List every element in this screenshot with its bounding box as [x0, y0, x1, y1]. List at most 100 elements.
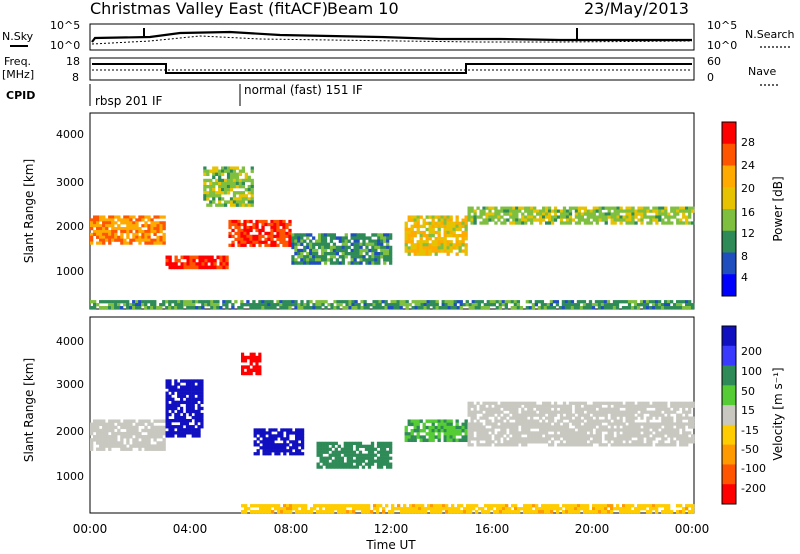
velocity-cell [129, 425, 133, 430]
velocity-cell [153, 425, 157, 430]
velocity-cell [141, 419, 145, 423]
velocity-cell [509, 404, 513, 408]
velocity-cell [661, 437, 665, 441]
power-cell [378, 300, 382, 304]
velocity-cell [165, 415, 169, 420]
power-cell [223, 169, 228, 173]
velocity-cell [496, 504, 500, 508]
velocity-cell [658, 404, 662, 408]
velocity-cell [485, 437, 489, 441]
velocity-cell [449, 435, 453, 439]
velocity-cell [144, 441, 148, 445]
velocity-cell [577, 431, 582, 435]
power-cell [215, 203, 219, 207]
velocity-cell [469, 504, 473, 508]
power-cell [153, 238, 157, 242]
velocity-cell [667, 431, 671, 435]
velocity-cell [506, 422, 510, 426]
power-cell [461, 240, 465, 244]
velocity-cell [385, 450, 390, 454]
power-cell [368, 248, 372, 253]
velocity-cell [542, 431, 546, 435]
velocity-cell [661, 404, 665, 408]
velocity-cell [367, 510, 371, 514]
velocity-cell [319, 507, 323, 511]
power-cell [425, 243, 429, 247]
velocity-cell [297, 443, 302, 447]
power-cell [375, 306, 379, 310]
velocity-cell [622, 422, 626, 426]
power-cell [423, 306, 427, 310]
power-cell [465, 300, 469, 304]
velocity-cell [509, 425, 513, 429]
velocity-cell [520, 507, 524, 511]
power-cell [636, 306, 641, 310]
velocity-cell [102, 431, 106, 436]
velocity-cell [289, 449, 293, 453]
velocity-cell [361, 507, 365, 511]
velocity-cell [297, 437, 302, 441]
velocity-cell [385, 444, 390, 448]
velocity-cell [126, 419, 130, 423]
velocity-cell [497, 419, 501, 423]
velocity-cell [135, 428, 139, 433]
velocity-cell [268, 449, 272, 453]
power-cell [318, 306, 322, 310]
velocity-cell [667, 443, 671, 447]
velocity-cell [419, 429, 423, 433]
power-cell [332, 255, 337, 259]
velocity-cell [527, 422, 531, 426]
power-cell [276, 219, 280, 224]
power-cell [645, 306, 650, 310]
power-cell [99, 238, 103, 242]
velocity-cell [580, 407, 585, 411]
power-cell [461, 249, 465, 253]
velocity-cell [385, 459, 390, 463]
velocity-cell [485, 401, 489, 405]
freq-label-2: [MHz] [2, 68, 34, 81]
power-cell [549, 300, 554, 304]
velocity-cell [249, 362, 253, 366]
power-cell [559, 209, 564, 213]
velocity-cell [503, 431, 507, 435]
velocity-cell [583, 413, 588, 417]
power-cell [640, 212, 644, 216]
velocity-cell [574, 437, 579, 441]
velocity-cell [610, 422, 614, 426]
power-cell [410, 246, 414, 250]
velocity-cell [685, 431, 689, 435]
power-cell [542, 206, 546, 210]
velocity-cell [518, 404, 522, 408]
power-cell [162, 221, 166, 225]
power-cell [232, 194, 237, 198]
power-cell [114, 227, 118, 231]
power-cell [180, 262, 184, 266]
velocity-cell [283, 437, 287, 441]
power-cell [225, 262, 229, 266]
velocity-cell [180, 388, 184, 392]
velocity-cell [328, 456, 332, 460]
velocity-cell [500, 428, 504, 432]
velocity-cell [667, 413, 671, 417]
velocity-cell [607, 407, 611, 411]
velocity-cell [622, 428, 626, 432]
velocity-cell [497, 431, 501, 435]
power-cell [452, 221, 456, 226]
power-cell [452, 246, 456, 250]
power-cell [389, 233, 393, 237]
velocity-cell [174, 388, 178, 392]
velocity-cell [527, 431, 531, 435]
power-cell [250, 197, 254, 201]
power-cell [255, 237, 259, 241]
power-cell [135, 221, 139, 225]
power-cell [515, 221, 519, 225]
velocity-cell [524, 443, 528, 447]
power-cell [515, 215, 519, 219]
velocity-cell [147, 428, 151, 433]
power-cell [135, 229, 139, 234]
power-cell [576, 306, 581, 310]
velocity-cell [682, 437, 686, 441]
velocity-cell [349, 465, 354, 469]
velocity-cell [533, 431, 537, 435]
velocity-cell [527, 434, 531, 438]
